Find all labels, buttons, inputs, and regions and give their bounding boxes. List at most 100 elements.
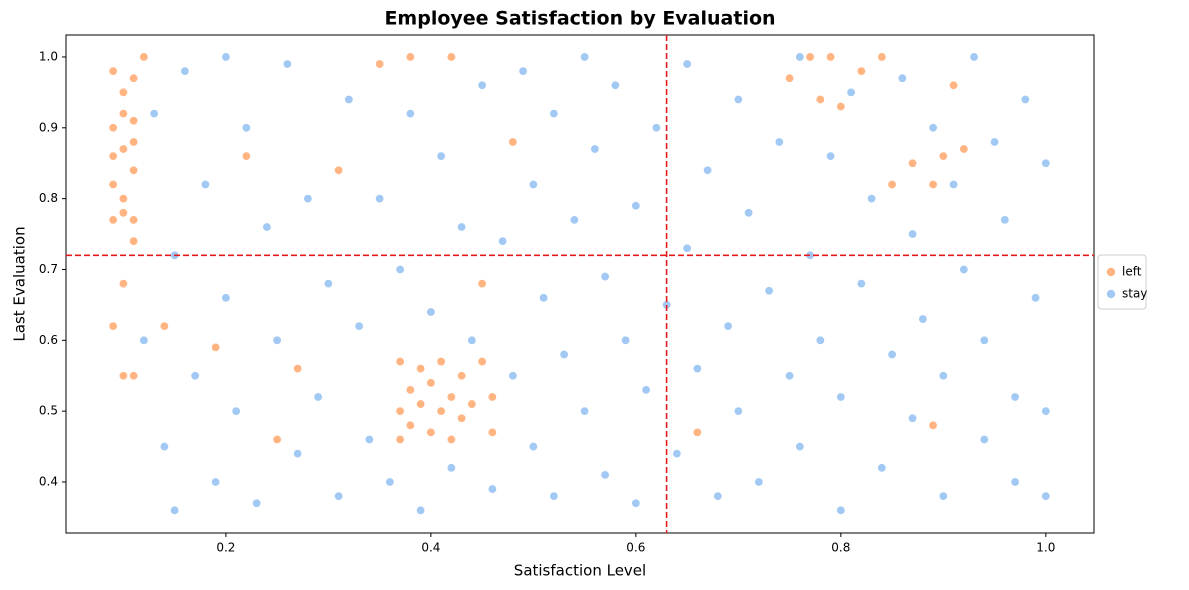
point — [395, 357, 405, 367]
point — [518, 66, 528, 76]
point — [651, 123, 661, 133]
point — [385, 477, 395, 487]
point — [733, 406, 743, 416]
point — [682, 243, 692, 253]
legend-marker — [1106, 289, 1116, 299]
point — [180, 66, 190, 76]
legend-label: left — [1122, 265, 1142, 279]
point — [959, 264, 969, 274]
point — [200, 179, 210, 189]
point — [129, 73, 139, 83]
point — [631, 201, 641, 211]
point — [631, 498, 641, 508]
x-tick-label: 0.2 — [216, 541, 235, 555]
point — [457, 413, 467, 423]
x-tick-label: 0.6 — [626, 541, 645, 555]
point — [139, 335, 149, 345]
point — [1041, 491, 1051, 501]
point — [446, 52, 456, 62]
point — [129, 215, 139, 225]
point — [405, 52, 415, 62]
point — [354, 321, 364, 331]
point — [580, 406, 590, 416]
point — [928, 123, 938, 133]
point — [1031, 293, 1041, 303]
point — [846, 87, 856, 97]
point — [795, 52, 805, 62]
point — [949, 179, 959, 189]
point — [129, 137, 139, 147]
point — [129, 116, 139, 126]
point — [692, 364, 702, 374]
plot-frame — [65, 34, 1095, 534]
point — [190, 371, 200, 381]
point — [836, 392, 846, 402]
point — [313, 392, 323, 402]
point — [764, 286, 774, 296]
point — [221, 293, 231, 303]
point — [108, 179, 118, 189]
point — [467, 335, 477, 345]
point — [323, 279, 333, 289]
point — [487, 427, 497, 437]
point — [211, 342, 221, 352]
point — [836, 102, 846, 112]
point — [129, 165, 139, 175]
point — [877, 463, 887, 473]
point — [344, 94, 354, 104]
point — [703, 165, 713, 175]
point — [887, 349, 897, 359]
point — [785, 73, 795, 83]
point — [149, 109, 159, 119]
point — [241, 123, 251, 133]
point — [211, 477, 221, 487]
point — [774, 137, 784, 147]
point — [1041, 158, 1051, 168]
point — [395, 264, 405, 274]
point — [436, 406, 446, 416]
point — [815, 335, 825, 345]
point — [487, 392, 497, 402]
point — [416, 364, 426, 374]
point — [170, 505, 180, 515]
point — [159, 442, 169, 452]
point — [118, 144, 128, 154]
point — [395, 434, 405, 444]
point — [928, 420, 938, 430]
point — [754, 477, 764, 487]
chart-title: Employee Satisfaction by Evaluation — [384, 8, 775, 30]
x-tick-label: 0.4 — [421, 541, 440, 555]
point — [938, 151, 948, 161]
point — [815, 94, 825, 104]
point — [600, 272, 610, 282]
point — [979, 335, 989, 345]
legend-label: stay — [1122, 287, 1147, 301]
point — [118, 194, 128, 204]
point — [856, 279, 866, 289]
x-tick-label: 0.8 — [831, 541, 850, 555]
x-axis-label: Satisfaction Level — [514, 562, 646, 580]
point — [795, 442, 805, 452]
point — [1041, 406, 1051, 416]
point — [416, 399, 426, 409]
y-tick-label: 0.4 — [39, 474, 58, 488]
y-tick-label: 0.5 — [39, 404, 58, 418]
point — [897, 73, 907, 83]
point — [405, 109, 415, 119]
point — [887, 179, 897, 189]
point — [457, 371, 467, 381]
point — [1010, 392, 1020, 402]
point — [457, 222, 467, 232]
point — [446, 392, 456, 402]
point — [928, 179, 938, 189]
point — [641, 385, 651, 395]
point — [908, 158, 918, 168]
point — [108, 215, 118, 225]
point — [969, 52, 979, 62]
point — [272, 335, 282, 345]
point — [262, 222, 272, 232]
point — [682, 59, 692, 69]
point — [826, 52, 836, 62]
